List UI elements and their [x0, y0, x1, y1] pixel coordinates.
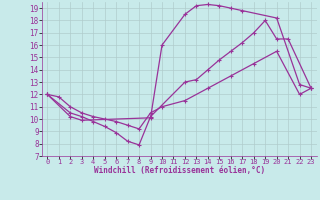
X-axis label: Windchill (Refroidissement éolien,°C): Windchill (Refroidissement éolien,°C) — [94, 166, 265, 175]
